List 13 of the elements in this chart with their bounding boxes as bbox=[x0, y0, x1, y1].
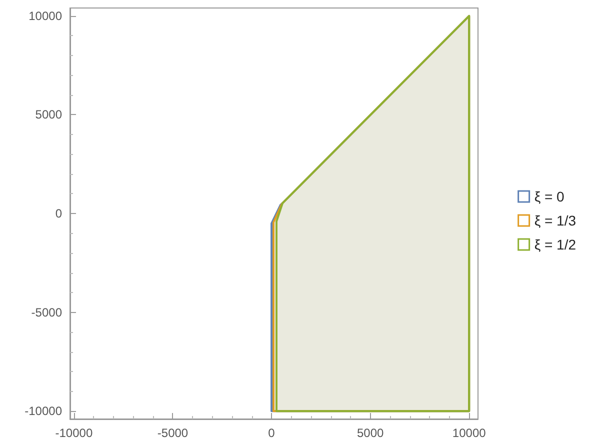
y-tick-label: 10000 bbox=[28, 8, 62, 23]
x-tick-label: 0 bbox=[268, 426, 276, 440]
x-tick-label: -5000 bbox=[157, 426, 188, 440]
y-tick-label: 0 bbox=[55, 206, 62, 220]
legend-label: ξ = 0 bbox=[534, 188, 565, 204]
legend-label: ξ = 1/3 bbox=[534, 212, 576, 228]
y-tick-label: -10000 bbox=[24, 404, 62, 418]
legend-label: ξ = 1/2 bbox=[534, 236, 576, 252]
x-tick-label: -10000 bbox=[55, 426, 93, 440]
x-tick-label: 5000 bbox=[356, 426, 384, 440]
x-tick-label: 10000 bbox=[452, 426, 486, 440]
y-tick-label: -5000 bbox=[31, 305, 62, 320]
y-tick-label: 5000 bbox=[35, 108, 62, 122]
